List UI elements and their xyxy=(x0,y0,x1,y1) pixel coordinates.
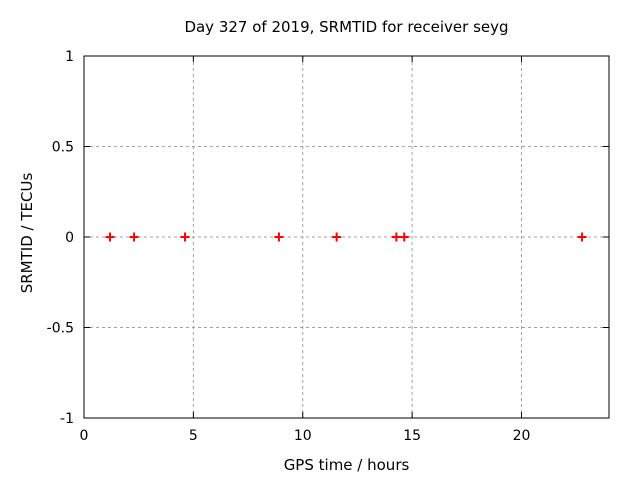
y-tick-label: 0 xyxy=(65,230,74,246)
chart-title: Day 327 of 2019, SRMTID for receiver sey… xyxy=(184,18,509,36)
data-point-marker xyxy=(274,232,284,242)
x-tick-label: 15 xyxy=(403,428,421,444)
data-point-marker xyxy=(399,232,409,242)
y-axis-label: SRMTID / TECUs xyxy=(18,172,36,294)
data-point-marker xyxy=(332,232,342,242)
y-tick-label: 0.5 xyxy=(52,140,74,156)
data-point-marker xyxy=(129,232,139,242)
y-tick-label: 1 xyxy=(65,49,74,65)
x-tick-label: 20 xyxy=(513,428,531,444)
x-axis-label: GPS time / hours xyxy=(283,456,410,474)
data-point-marker xyxy=(577,232,587,242)
x-tick-label: 0 xyxy=(80,428,89,444)
y-tick-label: -1 xyxy=(60,411,74,427)
y-tick-label: -0.5 xyxy=(47,321,74,337)
x-tick-label: 10 xyxy=(294,428,312,444)
data-point-marker xyxy=(105,232,115,242)
x-tick-label: 5 xyxy=(189,428,198,444)
data-point-marker xyxy=(391,232,401,242)
data-point-marker xyxy=(180,232,190,242)
